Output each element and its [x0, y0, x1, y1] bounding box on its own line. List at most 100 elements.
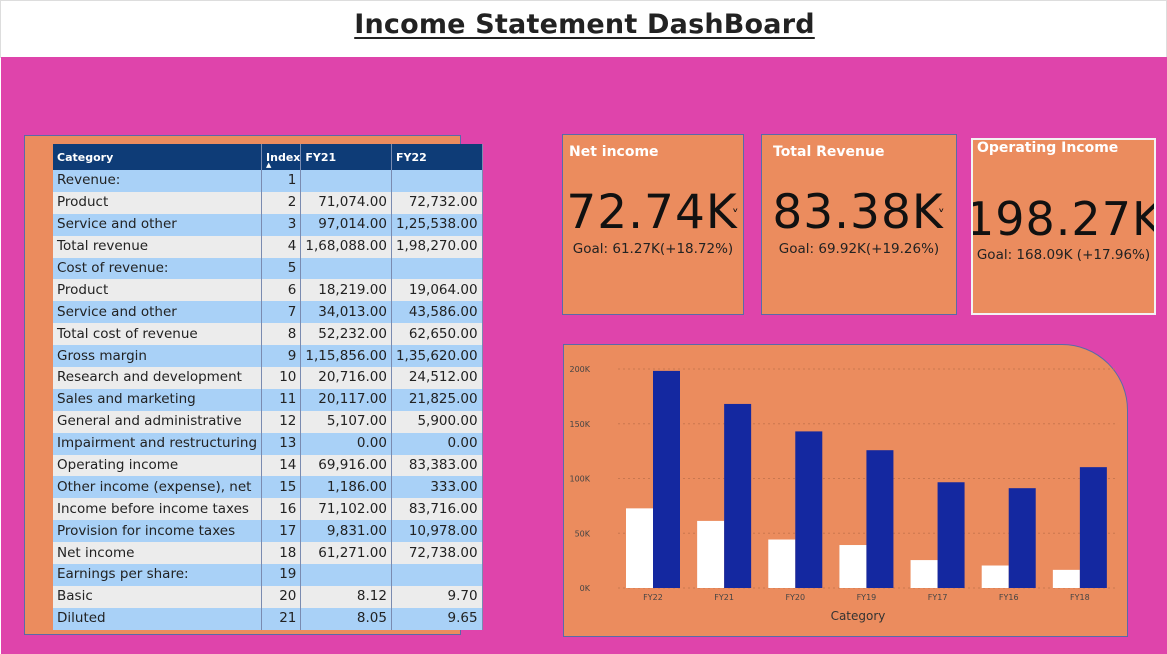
- bar-fy19-series-2[interactable]: [866, 450, 894, 588]
- table-row[interactable]: Research and development 10 20,716.00 24,51…: [53, 367, 483, 389]
- bar-fy18-series-2[interactable]: [1079, 467, 1107, 588]
- cell-fy21: 20,716.00: [300, 367, 392, 389]
- bar-fy17-series-2[interactable]: [937, 482, 965, 588]
- table-row[interactable]: Net income 18 61,271.00 72,738.00: [53, 542, 483, 565]
- bar-fy22-series-1[interactable]: [626, 508, 653, 588]
- table-row[interactable]: Impairment and restructuring 13 0.00 0.00: [53, 432, 483, 455]
- cell-index: 8: [261, 323, 302, 346]
- table-row[interactable]: Earnings per share: 19: [53, 564, 483, 586]
- income-statement-table-panel: Category Index ▲ FY21 FY22 Revenue: 1 Prod…: [24, 135, 483, 635]
- table-row[interactable]: Product 2 71,074.00 72,732.00: [53, 191, 483, 214]
- kpi-card-net-income[interactable]: Net income 72.74K˅ Goal: 61.27K(+18.72%): [562, 134, 744, 315]
- table-row[interactable]: Income before income taxes 16 71,102.00 83,…: [53, 498, 483, 521]
- cell-category: Earnings per share:: [53, 564, 263, 586]
- cell-index: 4: [261, 235, 302, 258]
- kpi-value: 83.38K: [772, 185, 944, 240]
- x-tick-label: FY19: [857, 593, 877, 602]
- cell-index: 7: [261, 301, 302, 324]
- table-row[interactable]: General and administrative 12 5,107.00 5,90…: [53, 410, 483, 433]
- cell-fy21: 71,074.00: [300, 191, 392, 214]
- cell-index: 19: [261, 564, 302, 586]
- table-row[interactable]: Service and other 7 34,013.00 43,586.00: [53, 301, 483, 324]
- table-row[interactable]: Other income (expense), net 15 1,186.00 333…: [53, 476, 483, 499]
- page-title: Income Statement DashBoard: [354, 9, 815, 40]
- cell-index: 13: [261, 432, 302, 455]
- cell-category: Service and other: [53, 213, 263, 236]
- cell-category: Research and development: [53, 367, 263, 389]
- column-header-index-label: Index: [266, 150, 301, 164]
- kpi-value: 198.27K: [971, 192, 1156, 246]
- table-row[interactable]: Cost of revenue: 5: [53, 257, 483, 280]
- column-header-fy22[interactable]: FY22: [391, 144, 483, 170]
- cell-category: General and administrative: [53, 410, 263, 433]
- cell-index: 5: [261, 257, 302, 280]
- cell-fy22: 1,25,538.00: [391, 213, 483, 236]
- bar-fy17-series-1[interactable]: [910, 560, 938, 588]
- y-tick-label: 100K: [569, 475, 590, 484]
- bar-fy18-series-1[interactable]: [1052, 569, 1080, 588]
- cell-index: 3: [261, 213, 302, 236]
- cell-fy22: 72,732.00: [391, 191, 483, 214]
- cell-fy21: 0.00: [300, 432, 392, 455]
- cell-fy21: 1,68,088.00: [300, 235, 392, 258]
- y-tick-label: 150K: [569, 420, 590, 429]
- cell-category: Gross margin: [53, 345, 263, 368]
- cell-index: 20: [261, 585, 302, 608]
- cell-fy21: 1,15,856.00: [300, 345, 392, 368]
- table-row[interactable]: Operating income 14 69,916.00 83,383.00: [53, 454, 483, 477]
- table-row[interactable]: Total cost of revenue 8 52,232.00 62,650.00: [53, 323, 483, 346]
- kpi-card-total-revenue[interactable]: Total Revenue 83.38K˅ Goal: 69.92K(+19.2…: [761, 134, 957, 315]
- cell-fy21: [300, 170, 392, 192]
- cell-fy22: 21,825.00: [391, 388, 483, 411]
- table-row[interactable]: Product 6 18,219.00 19,064.00: [53, 279, 483, 302]
- bar-fy22-series-2[interactable]: [653, 370, 680, 588]
- cell-fy22: [391, 257, 483, 280]
- cell-fy22: 83,716.00: [391, 498, 483, 521]
- kpi-title: Operating Income: [977, 140, 1119, 156]
- column-header-index[interactable]: Index ▲: [261, 144, 302, 170]
- table-row[interactable]: Service and other 3 97,014.00 1,25,538.00: [53, 213, 483, 236]
- x-tick-label: FY21: [714, 593, 734, 602]
- cell-fy22: [391, 564, 483, 586]
- cell-category: Income before income taxes: [53, 498, 263, 521]
- column-header-category[interactable]: Category: [53, 144, 263, 170]
- y-tick-label: 0K: [580, 584, 591, 593]
- kpi-title: Total Revenue: [773, 144, 885, 160]
- cell-index: 18: [261, 542, 302, 565]
- sort-ascending-icon[interactable]: ▲: [266, 161, 272, 169]
- cell-category: Sales and marketing: [53, 388, 263, 411]
- cell-index: 15: [261, 476, 302, 499]
- table-row[interactable]: Provision for income taxes 17 9,831.00 10,9…: [53, 520, 483, 543]
- cell-fy21: 52,232.00: [300, 323, 392, 346]
- table-row[interactable]: Total revenue 4 1,68,088.00 1,98,270.00: [53, 235, 483, 258]
- cell-fy21: 9,831.00: [300, 520, 392, 543]
- column-header-fy21[interactable]: FY21: [300, 144, 392, 170]
- cell-fy22: 83,383.00: [391, 454, 483, 477]
- table-row[interactable]: Revenue: 1: [53, 170, 483, 192]
- cell-index: 17: [261, 520, 302, 543]
- cell-index: 12: [261, 410, 302, 433]
- bar-fy21-series-1[interactable]: [697, 520, 725, 588]
- y-tick-label: 50K: [575, 529, 591, 538]
- bar-fy16-series-2[interactable]: [1008, 488, 1036, 588]
- cell-category: Product: [53, 191, 263, 214]
- table-row[interactable]: Sales and marketing 11 20,117.00 21,825.00: [53, 388, 483, 411]
- kpi-title: Net income: [569, 144, 659, 160]
- table-row[interactable]: Diluted 21 8.05 9.65: [53, 607, 483, 630]
- table-row[interactable]: Basic 20 8.12 9.70: [53, 585, 483, 608]
- cell-category: Provision for income taxes: [53, 520, 263, 543]
- kpi-card-operating-income[interactable]: Operating Income 198.27K Goal: 168.09K (…: [971, 138, 1156, 315]
- cell-index: 21: [261, 607, 302, 630]
- cell-fy22: 10,978.00: [391, 520, 483, 543]
- bar-fy19-series-1[interactable]: [839, 545, 867, 588]
- table-row[interactable]: Gross margin 9 1,15,856.00 1,35,620.00: [53, 345, 483, 368]
- bar-fy21-series-2[interactable]: [724, 403, 752, 588]
- bar-fy20-series-1[interactable]: [768, 539, 796, 588]
- chevron-down-icon: ˅: [937, 207, 946, 224]
- table-header-row: Category Index ▲ FY21 FY22: [53, 144, 483, 170]
- cell-fy22: 43,586.00: [391, 301, 483, 324]
- cell-fy21: 18,219.00: [300, 279, 392, 302]
- cell-fy22: 9.70: [391, 585, 483, 608]
- bar-fy16-series-1[interactable]: [981, 565, 1009, 588]
- bar-fy20-series-2[interactable]: [795, 431, 823, 588]
